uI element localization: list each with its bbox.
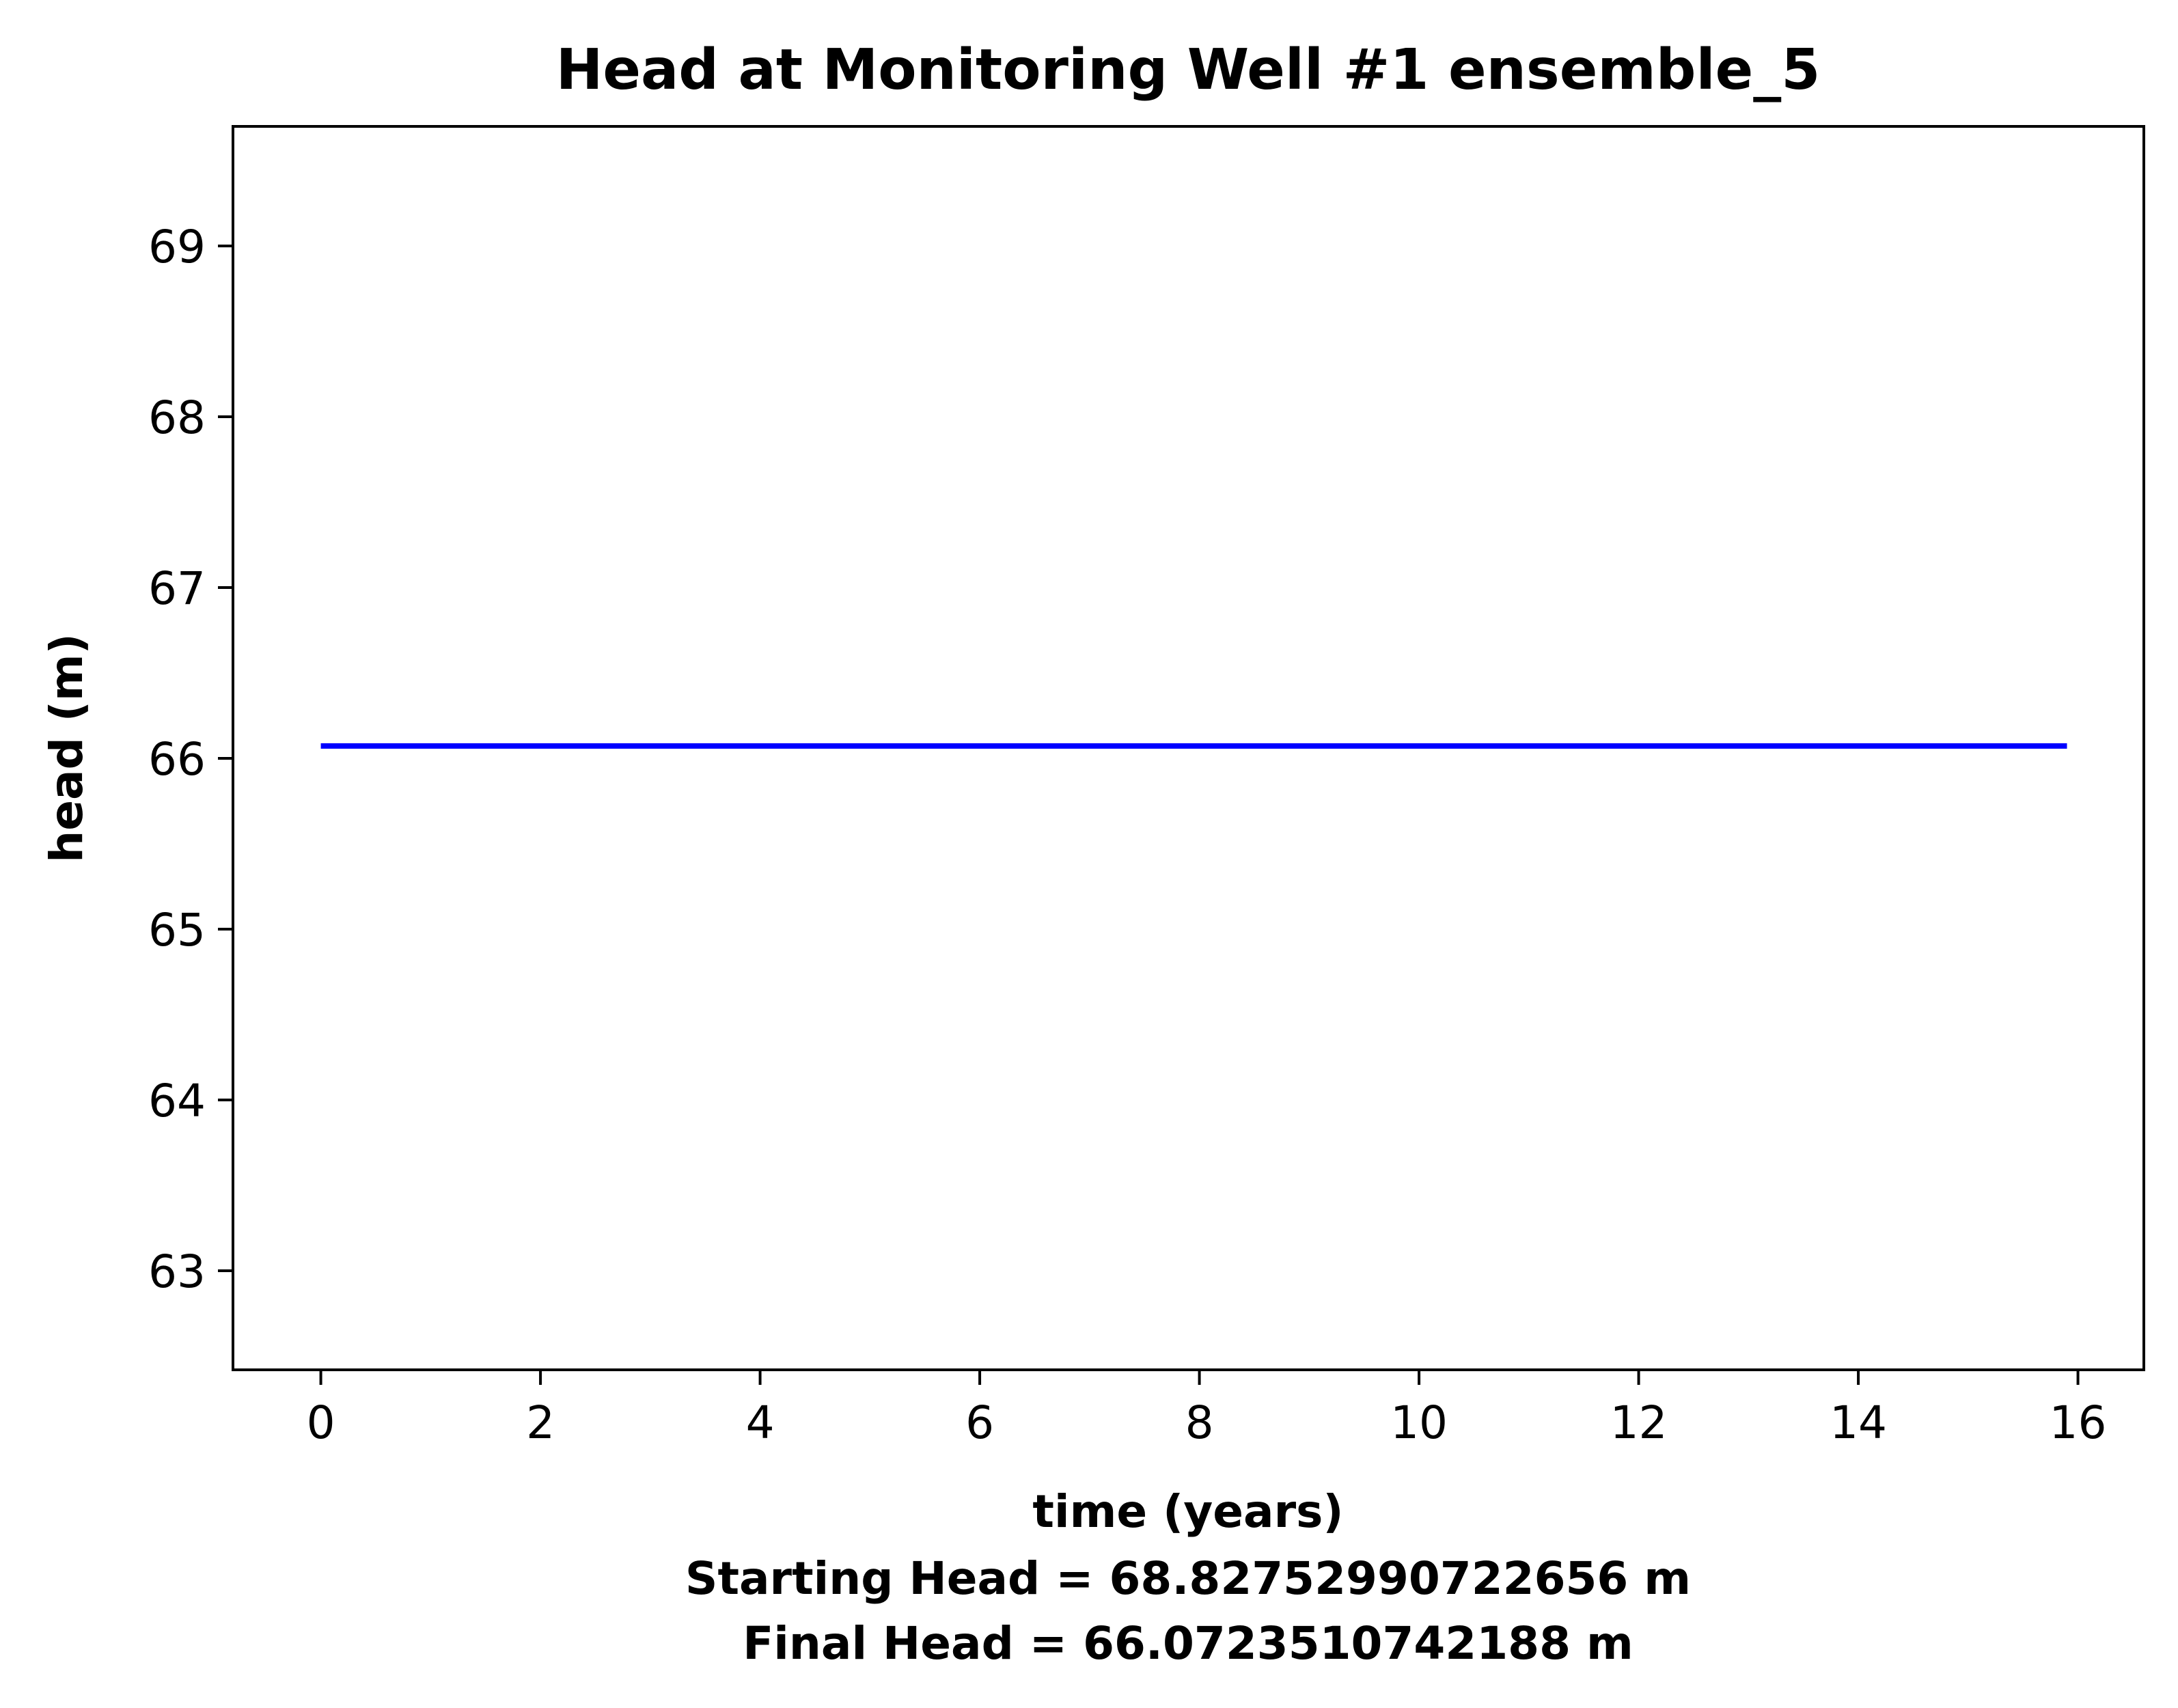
y-tick-label: 66: [148, 733, 206, 786]
plot-frame: [232, 125, 2145, 1371]
y-tick-label: 63: [148, 1245, 206, 1298]
x-tick-label: 4: [746, 1396, 775, 1449]
y-axis-ticks: 63 64 65 66 67 68 69: [148, 221, 233, 1298]
x-tick-label: 2: [526, 1396, 555, 1449]
starting-head-note: Starting Head = 68.82752990722656 m: [685, 1552, 1691, 1605]
x-tick-label: 16: [2050, 1396, 2107, 1449]
chart-title: Head at Monitoring Well #1 ensemble_5: [556, 38, 1821, 102]
x-tick-label: 14: [1830, 1396, 1887, 1449]
x-axis-label: time (years): [1032, 1485, 1343, 1538]
y-tick-label: 64: [148, 1075, 206, 1127]
y-tick-label: 65: [148, 904, 206, 956]
x-axis-ticks: 0 2 4 6 8 10 12 14 16: [307, 1370, 2107, 1449]
y-tick-label: 67: [148, 562, 206, 615]
final-head-note: Final Head = 66.0723510742188 m: [743, 1617, 1634, 1670]
x-tick-label: 8: [1185, 1396, 1214, 1449]
x-tick-label: 6: [965, 1396, 994, 1449]
x-tick-label: 0: [307, 1396, 335, 1449]
x-tick-label: 10: [1390, 1396, 1448, 1449]
y-tick-label: 68: [148, 391, 206, 444]
x-tick-label: 12: [1610, 1396, 1668, 1449]
y-axis-label: head (m): [40, 633, 93, 863]
y-tick-label: 69: [148, 221, 206, 273]
